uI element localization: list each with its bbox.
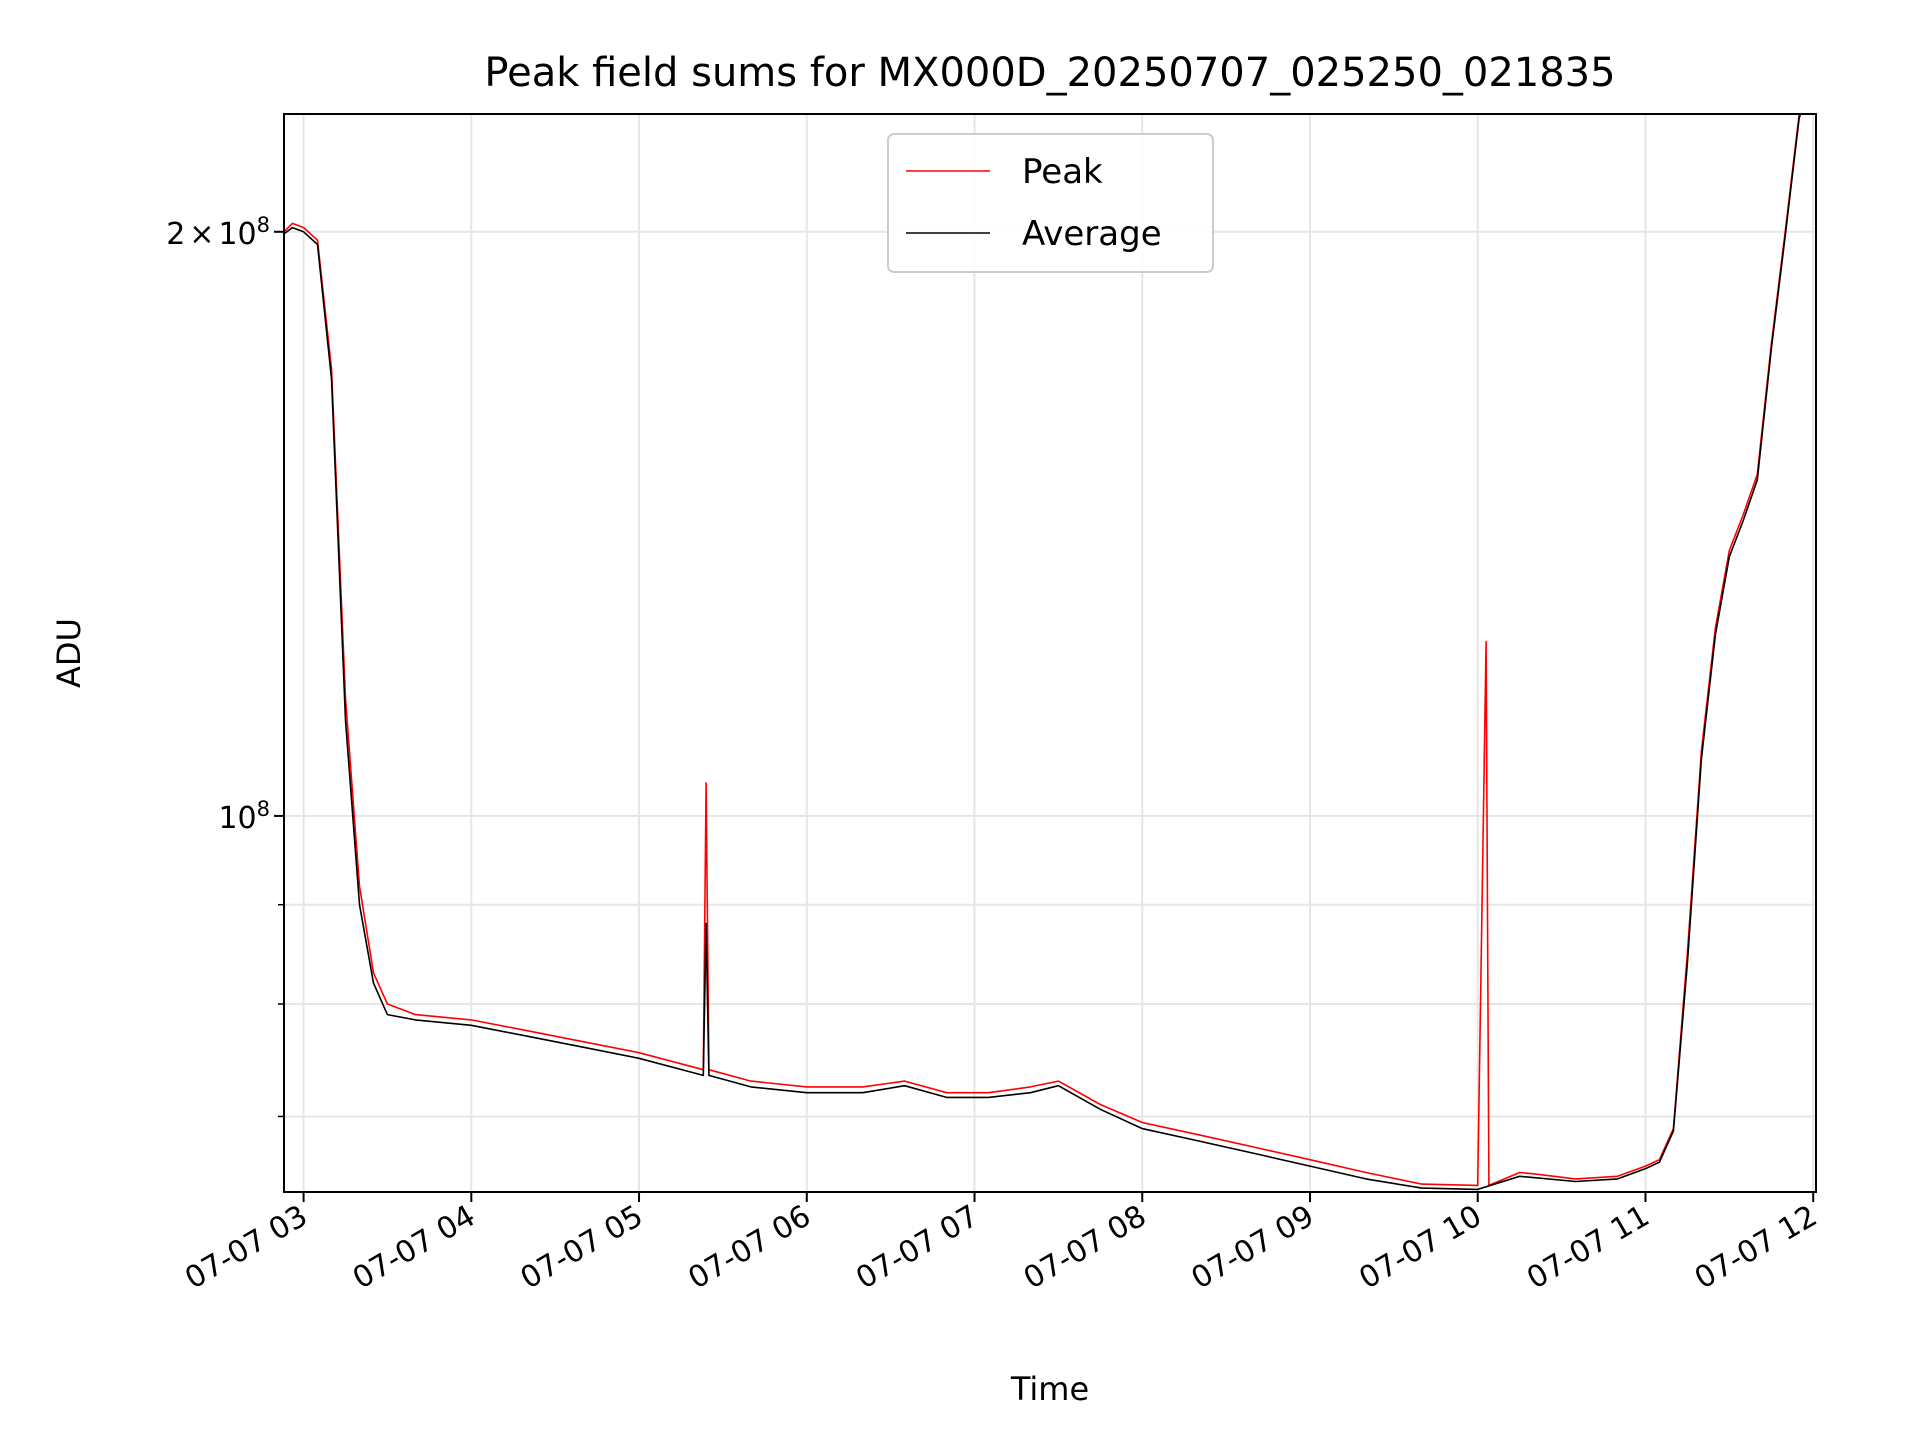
legend-box [887, 133, 1214, 273]
series-line-average [284, 114, 1802, 1191]
y-tick-label: 108 [218, 797, 270, 836]
legend: Peak Average [887, 133, 1214, 273]
legend-average-label: Average [1022, 214, 1162, 254]
x-axis-label: Time [1010, 1370, 1089, 1408]
chart-title: Peak field sums for MX000D_20250707_0252… [484, 50, 1615, 96]
y-axis-label: ADU [50, 618, 88, 688]
plot-frame [283, 113, 1817, 1193]
y-tick-label: 2 × 108 [166, 213, 270, 252]
legend-peak-label: Peak [1022, 152, 1103, 192]
series-layer [284, 114, 1802, 1191]
